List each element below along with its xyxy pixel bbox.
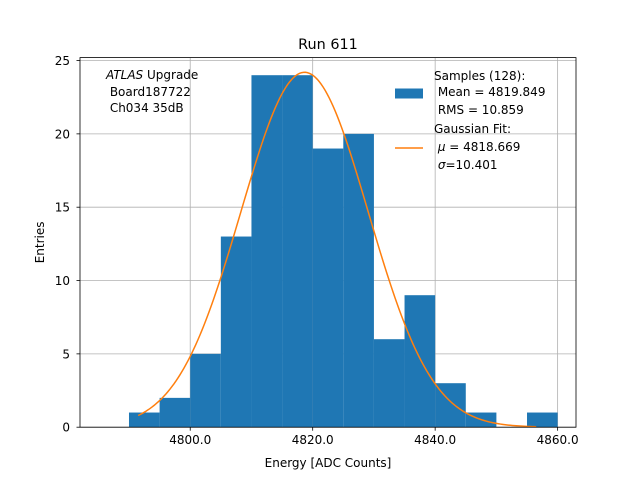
histogram-bar-1 — [159, 397, 191, 428]
plot-frame — [79, 57, 577, 428]
svg-text:ATLAS Upgrade: ATLAS Upgrade — [105, 68, 198, 82]
legend-fit-mu-value: = 4818.669 — [445, 140, 520, 154]
legend: Samples (128): Mean = 4819.849 RMS = 10.… — [395, 69, 545, 172]
histogram-bar-13 — [527, 412, 558, 428]
legend-hist-rms: RMS = 10.859 — [434, 103, 524, 117]
y-axis-ticks: 0 5 10 15 20 25 — [55, 54, 80, 435]
annotation-board: Board187722 — [106, 85, 191, 99]
y-tick-label-2: 10 — [55, 274, 70, 288]
legend-fit-sigma-symbol: σ — [438, 158, 446, 172]
svg-text:σ=10.401: σ=10.401 — [434, 158, 497, 172]
y-tick-label-3: 15 — [55, 201, 70, 215]
histogram-bar-2 — [190, 353, 221, 428]
histogram-bar-5 — [282, 75, 313, 428]
y-axis-label: Entries — [33, 222, 47, 264]
y-tick-label-4: 20 — [55, 127, 70, 141]
x-tick-label-0: 4800.0 — [169, 433, 211, 447]
x-tick-label-3: 4860.0 — [537, 433, 579, 447]
legend-fit-title: Gaussian Fit: — [434, 122, 511, 136]
atlas-annotation: ATLAS Upgrade Board187722 Ch034 35dB — [105, 68, 198, 115]
histogram-bar-9 — [404, 295, 436, 428]
histogram-bar-8 — [373, 339, 405, 428]
annotation-upgrade: Upgrade — [143, 68, 198, 82]
y-tick-label-0: 0 — [62, 421, 70, 435]
x-axis-label: Energy [ADC Counts] — [265, 456, 392, 470]
legend-hist-mean: Mean = 4819.849 — [434, 85, 545, 99]
y-tick-label-1: 5 — [62, 347, 70, 361]
legend-hist-swatch — [395, 88, 423, 99]
svg-text:μ = 4818.669: μ = 4818.669 — [434, 140, 520, 154]
histogram-bar-3 — [220, 236, 252, 428]
legend-fit-sigma-value: =10.401 — [445, 158, 497, 172]
legend-hist-title: Samples (128): — [434, 69, 525, 83]
chart-title: Run 611 — [298, 37, 358, 53]
y-tick-label-5: 25 — [55, 54, 70, 68]
histogram-bar-6 — [312, 148, 344, 428]
x-tick-label-1: 4820.0 — [292, 433, 334, 447]
x-tick-label-2: 4840.0 — [414, 433, 456, 447]
histogram-bar-4 — [251, 75, 283, 428]
histogram-bars — [128, 75, 558, 428]
annotation-atlas: ATLAS — [105, 68, 144, 82]
legend-fit-mu-symbol: μ — [437, 140, 446, 154]
gaussian-fit-curve — [137, 71, 537, 428]
histogram-bar-7 — [343, 133, 374, 428]
annotation-channel: Ch034 35dB — [106, 101, 184, 115]
histogram-bar-0 — [128, 412, 160, 428]
x-axis-ticks: 4800.0 4820.0 4840.0 4860.0 — [169, 427, 579, 447]
